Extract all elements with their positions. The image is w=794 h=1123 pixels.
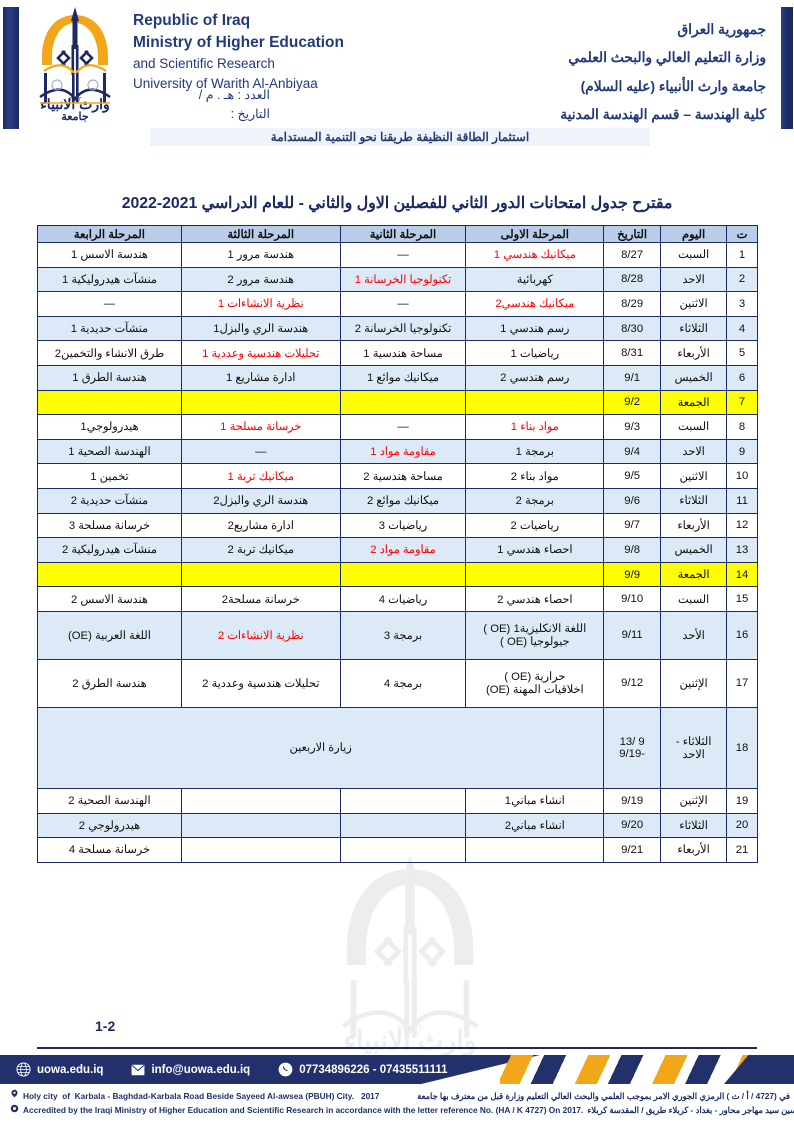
svg-text:2017: 2017: [397, 1025, 423, 1037]
